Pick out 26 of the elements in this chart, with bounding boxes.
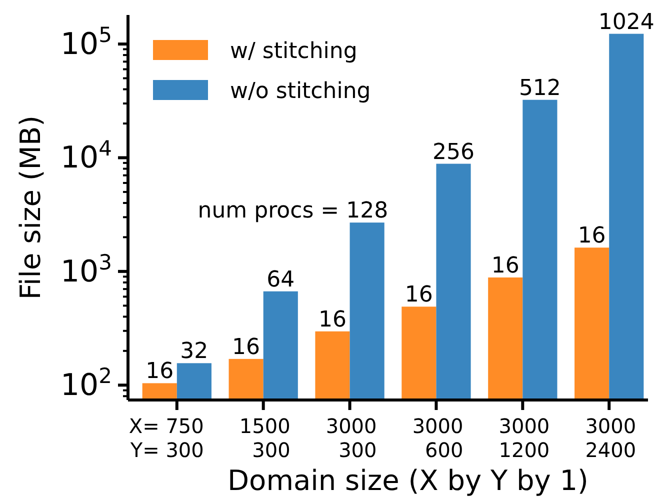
y-tick-label: 10$^{3}$ [60, 250, 112, 290]
annotation: 32 [180, 339, 208, 364]
annotation: 16 [404, 282, 433, 308]
annotation: 16 [232, 334, 260, 360]
legend-label: w/ stitching [230, 39, 358, 64]
y-tick-label: 10$^{2}$ [60, 364, 112, 404]
annotation: 16 [578, 224, 606, 249]
annotation: 1024 [598, 10, 654, 35]
x-tick-label: X= 750 Y= 300 [128, 414, 204, 462]
x-tick-label: 3000 2400 [585, 414, 636, 462]
x-tick-label: 1500 300 [239, 414, 290, 462]
y-tick-label: 10$^{4}$ [60, 136, 112, 176]
annotation: 512 [518, 76, 561, 101]
x-tick-label: 3000 300 [326, 414, 377, 462]
x-tick-label: 3000 600 [412, 414, 464, 462]
annotation: num procs = 128 [198, 198, 388, 224]
x-tick-label: 3000 1200 [498, 414, 550, 462]
y-axis-title: File size (MB) [14, 115, 47, 300]
y-tick-label: 10$^{5}$ [60, 23, 112, 62]
annotation: 64 [266, 267, 295, 292]
annotation: 16 [318, 307, 346, 332]
legend-label: w/o stitching [230, 79, 371, 104]
annotation: 256 [432, 140, 475, 165]
x-axis-title: Domain size (X by Y by 1) [228, 464, 588, 497]
annotation: 16 [491, 253, 520, 278]
annotation: 16 [146, 359, 174, 384]
